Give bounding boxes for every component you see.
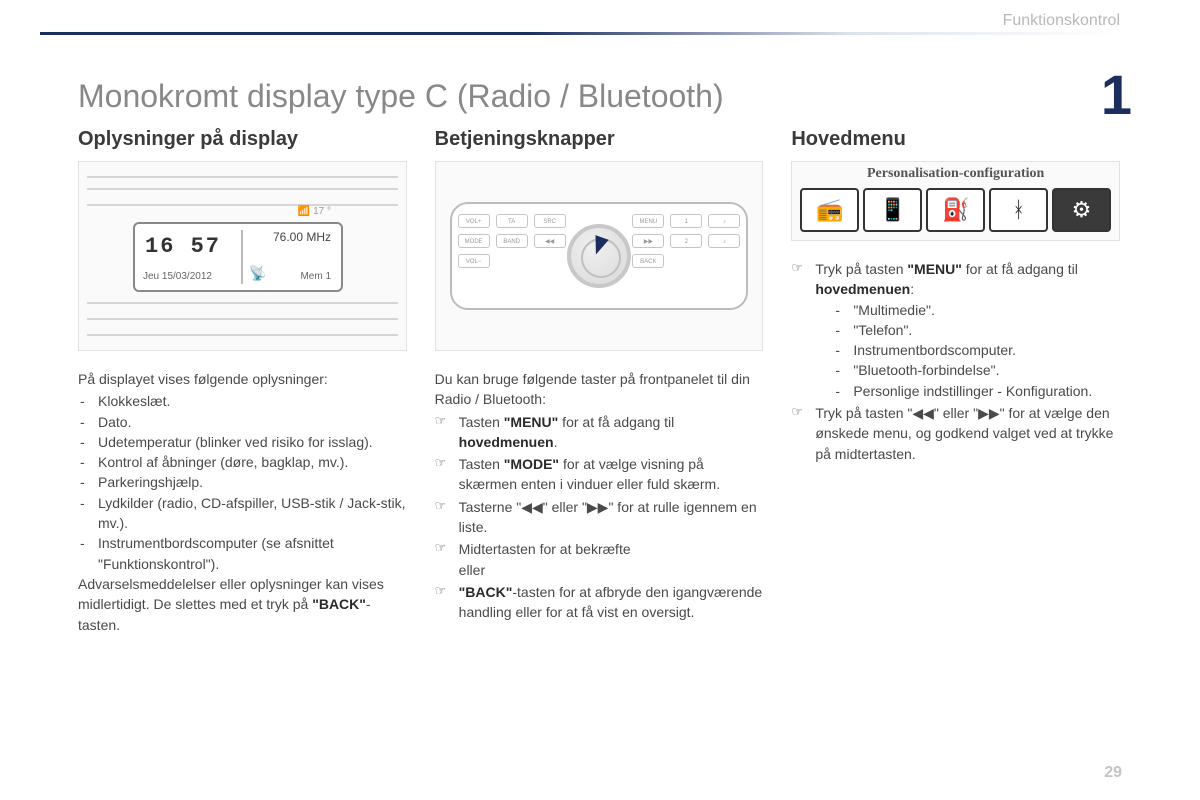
list-item: Personlige indstillinger - Konfiguration… [853,381,1120,401]
col1-intro: På displayet vises følgende oplysninger: [78,369,407,389]
list-item: Parkeringshjælp. [98,472,407,492]
menu-bar-title: Personalisation-configuration [792,162,1119,182]
lcd-date: Jeu 15/03/2012 [143,271,212,282]
col2-heading: Betjeningsknapper [435,128,764,151]
btn-two: 2 [670,234,702,248]
col2-intro: Du kan bruge følgende taster på frontpan… [435,369,764,410]
btn-fwd: ▶▶ [632,234,664,248]
btn-menu: MENU [632,214,664,228]
col3-sublist: "Multimedie". "Telefon". Instrumentbords… [815,300,1120,401]
col1-outro: Advarselsmeddelelser eller oplysninger k… [78,574,407,635]
list-item: Midtertasten for at bekræfteeller [459,539,764,580]
figure-head-unit: VOL+ TA SRC MENU 1 ♪ MODE BAND ◀◀ ▶▶ 2 ♪… [435,161,764,351]
figure-dashboard-display: 📶 17 ° 16 57 Jeu 15/03/2012 76.00 MHz Me… [78,161,407,351]
column-main-menu: Hovedmenu Personalisation-configuration … [791,128,1120,637]
figure-menu-bar: Personalisation-configuration 📻 📱 ⛽ ᚼ ⚙ [791,161,1120,241]
list-item: "Bluetooth-forbindelse". [853,360,1120,380]
btn-ta: TA [496,214,528,228]
list-item: "Multimedie". [853,300,1120,320]
btn-vol-up: VOL+ [458,214,490,228]
radio-tower-icon: 📡 [249,265,266,282]
column-controls: Betjeningsknapper VOL+ TA SRC MENU 1 ♪ M… [435,128,764,637]
btn-note-up: ♪ [708,214,740,228]
col1-list: Klokkeslæt. Dato. Udetemperatur (blinker… [78,391,407,574]
menu-fuel-icon: ⛽ [926,188,985,232]
list-item: Instrumentbordscomputer. [853,340,1120,360]
btn-src: SRC [534,214,566,228]
col1-body: På displayet vises følgende oplysninger:… [78,369,407,635]
rotary-knob [567,224,631,288]
chapter-number: 1 [1101,62,1132,127]
menu-radio-icon: 📻 [800,188,859,232]
page-number: 29 [1104,764,1122,782]
list-item: "BACK"-tasten for at afbryde den igangvæ… [459,582,764,623]
top-rule [40,32,1120,35]
breadcrumb: Funktionskontrol [1003,12,1120,30]
list-item: "Telefon". [853,320,1120,340]
btn-one: 1 [670,214,702,228]
list-item: Tasterne "◀◀" eller "▶▶" for at rulle ig… [459,497,764,538]
btn-mode: MODE [458,234,490,248]
btn-back: BACK [632,254,664,268]
list-item: Klokkeslæt. [98,391,407,411]
menu-icon-row: 📻 📱 ⛽ ᚼ ⚙ [800,188,1111,232]
list-item: Tasten "MODE" for at vælge visning på sk… [459,454,764,495]
col2-body: Du kan bruge følgende taster på frontpan… [435,369,764,623]
list-item: Udetemperatur (blinker ved risiko for is… [98,432,407,452]
btn-rev: ◀◀ [534,234,566,248]
btn-vol-dn: VOL− [458,254,490,268]
col1-heading: Oplysninger på display [78,128,407,151]
list-item: Dato. [98,412,407,432]
lcd-time: 16 57 [145,234,221,259]
list-item: Lydkilder (radio, CD-afspiller, USB-stik… [98,493,407,534]
list-item: Kontrol af åbninger (døre, bagklap, mv.)… [98,452,407,472]
list-item: Tryk på tasten "MENU" for at få adgang t… [815,259,1120,401]
btn-band: BAND [496,234,528,248]
page-title: Monokromt display type C (Radio / Blueto… [78,78,724,115]
menu-bluetooth-icon: ᚼ [989,188,1048,232]
menu-settings-icon: ⚙ [1052,188,1111,232]
column-display-info: Oplysninger på display 📶 17 ° 16 57 Jeu … [78,128,407,637]
btn-note-dn: ♪ [708,234,740,248]
columns: Oplysninger på display 📶 17 ° 16 57 Jeu … [78,128,1120,637]
lcd-memory: Mem 1 [300,271,331,282]
lcd-frequency: 76.00 MHz [273,230,331,244]
col3-body: Tryk på tasten "MENU" for at få adgang t… [791,259,1120,464]
col3-heading: Hovedmenu [791,128,1120,151]
list-item: Instrumentbordscomputer (se afsnittet "F… [98,533,407,574]
list-item: Tryk på tasten "◀◀" eller "▶▶" for at væ… [815,403,1120,464]
col2-list: Tasten "MENU" for at få adgang til hoved… [435,412,764,623]
col3-list: Tryk på tasten "MENU" for at få adgang t… [791,259,1120,464]
lcd-status-icons: 📶 17 ° [298,206,331,217]
lcd-screen: 📶 17 ° 16 57 Jeu 15/03/2012 76.00 MHz Me… [133,222,343,292]
head-unit-panel: VOL+ TA SRC MENU 1 ♪ MODE BAND ◀◀ ▶▶ 2 ♪… [450,202,749,310]
list-item: Tasten "MENU" for at få adgang til hoved… [459,412,764,453]
menu-phone-icon: 📱 [863,188,922,232]
